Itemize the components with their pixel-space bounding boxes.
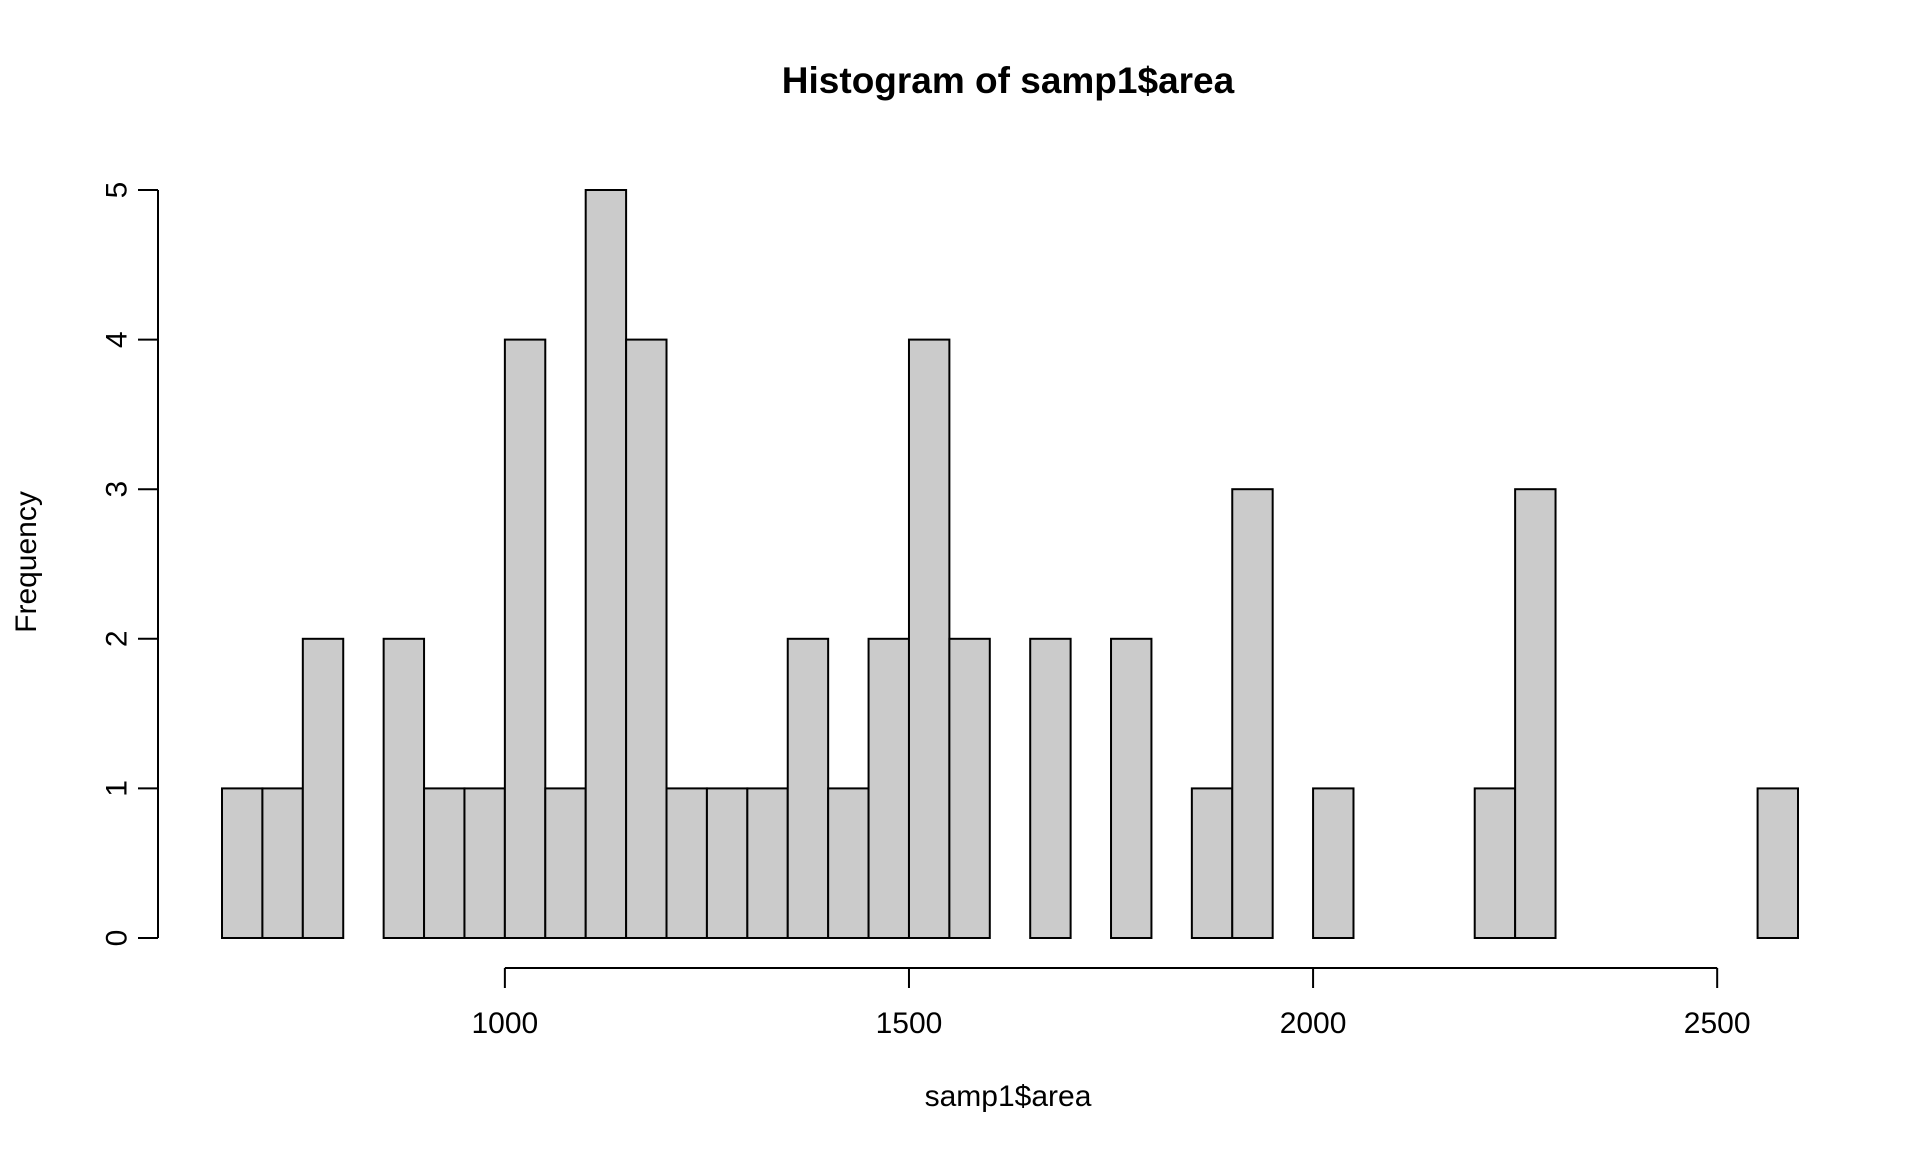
histogram-bar [1190,787,1234,940]
histogram-bar [1756,787,1799,940]
histogram-bar [625,338,668,940]
chart-title: Histogram of samp1$area [782,60,1235,101]
y-tick-label: 1 [101,780,134,797]
y-tick-label: 3 [101,481,134,498]
bars-group [221,189,1799,940]
histogram-bar [827,787,870,940]
x-tick-label: 2500 [1684,1007,1751,1040]
histogram-bar [503,338,547,940]
histogram-bar [301,637,345,939]
histogram-bar [867,637,910,939]
x-tick-label: 1500 [876,1007,943,1040]
y-axis: 0 1 2 3 4 5 [101,182,159,947]
histogram-bar [1473,787,1517,940]
x-tick-label: 1000 [471,1007,538,1040]
histogram-bar [786,637,830,939]
histogram-bar [584,189,628,939]
histogram-bar [1231,488,1274,939]
histogram-bar [705,787,749,940]
x-axis-label: samp1$area [925,1080,1092,1113]
x-tick-label: 2000 [1280,1007,1347,1040]
histogram-bar [1110,637,1153,939]
histogram-bar [746,787,789,940]
histogram-bar [948,637,991,939]
y-tick-label: 5 [101,182,134,199]
histogram-bar [544,787,587,940]
histogram-bar [907,338,951,940]
histogram-bar [382,637,426,939]
histogram-bar [221,787,264,940]
y-tick-label: 4 [101,331,134,348]
histogram-bar [463,787,506,940]
histogram-bar [1312,787,1355,940]
histogram-bar [423,787,466,940]
histogram-bar [1029,637,1072,939]
histogram-bar [1514,488,1557,939]
x-axis: 1000 1500 2000 2500 [471,967,1751,1040]
y-tick-label: 0 [101,930,134,947]
y-tick-label: 2 [101,630,134,647]
histogram-bar [261,787,304,940]
histogram-bar [665,787,708,940]
y-axis-label: Frequency [10,491,43,633]
